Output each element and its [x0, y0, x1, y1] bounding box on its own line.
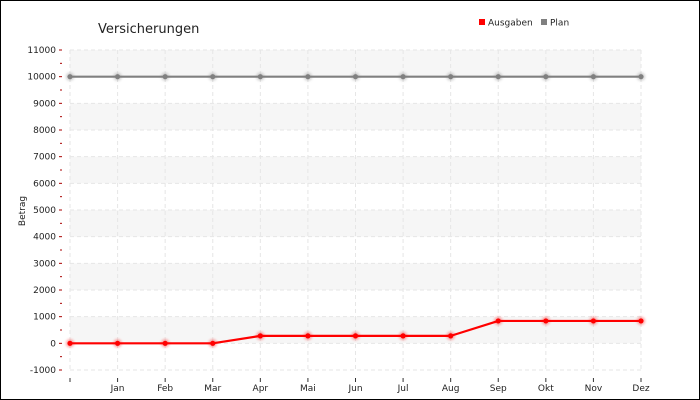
- x-tick-label: Mai: [300, 384, 316, 394]
- data-point: [448, 74, 454, 80]
- legend-label: Ausgaben: [488, 19, 533, 29]
- x-tick-label: Jun: [347, 384, 362, 394]
- y-tick-label: 3000: [33, 259, 56, 269]
- legend: Ausgaben Plan: [479, 19, 569, 29]
- x-tick-label: Mar: [204, 384, 221, 394]
- x-tick-label: Nov: [585, 384, 603, 394]
- data-point: [162, 74, 168, 80]
- legend-swatch: [541, 19, 547, 25]
- y-tick-label: 0: [50, 339, 56, 349]
- y-axis-label: Betrag: [18, 196, 28, 226]
- y-tick-label: -1000: [30, 366, 56, 376]
- legend-label: Plan: [550, 19, 569, 29]
- x-tick-label: Feb: [157, 384, 173, 394]
- x-tick-label: Okt: [538, 384, 554, 394]
- x-tick-label: Aug: [442, 384, 460, 394]
- data-point: [352, 333, 359, 339]
- data-point: [638, 74, 644, 80]
- x-tick-label: Dez: [632, 384, 649, 394]
- x-tick-label: Jan: [110, 384, 125, 394]
- y-tick-label: 9000: [33, 99, 56, 109]
- data-point: [305, 333, 311, 339]
- data-point: [162, 340, 168, 346]
- data-point: [448, 333, 454, 339]
- data-point: [67, 74, 73, 80]
- data-point: [590, 74, 597, 80]
- x-tick-label: Jul: [397, 384, 409, 394]
- data-point: [638, 318, 644, 324]
- axes: -1000 0 1000 2000 3000 4000 5000 6000 7000 8000 90…: [27, 46, 650, 394]
- y-tick-label: 4000: [33, 233, 56, 243]
- y-tick-label: 11000: [27, 46, 56, 56]
- data-point: [114, 340, 121, 346]
- series-layer: [65, 72, 646, 348]
- y-tick-label: 10000: [27, 73, 56, 83]
- y-tick-label: 2000: [33, 286, 56, 296]
- data-point: [257, 333, 263, 339]
- chart-title: Versicherungen: [98, 22, 199, 37]
- y-tick-label: 6000: [33, 179, 56, 189]
- data-point: [495, 318, 501, 324]
- data-point: [305, 74, 311, 80]
- x-tick-label: Apr: [253, 384, 269, 394]
- data-point: [400, 333, 406, 339]
- data-point: [590, 318, 597, 324]
- y-tick-label: 8000: [33, 126, 56, 136]
- y-tick-label: 1000: [33, 313, 56, 323]
- x-tick-label: Sep: [490, 384, 507, 394]
- data-point: [257, 74, 263, 80]
- data-point: [400, 74, 406, 80]
- data-point: [67, 340, 73, 346]
- y-tick-label: 5000: [33, 206, 56, 216]
- data-point: [114, 74, 121, 80]
- y-tick-label: 7000: [33, 153, 56, 163]
- grid-lines: [69, 49, 642, 371]
- data-point: [210, 74, 216, 80]
- data-point: [210, 340, 216, 346]
- data-point: [352, 74, 359, 80]
- legend-swatch: [479, 19, 485, 25]
- data-point: [543, 74, 549, 80]
- data-point: [495, 74, 501, 80]
- data-point: [543, 318, 549, 324]
